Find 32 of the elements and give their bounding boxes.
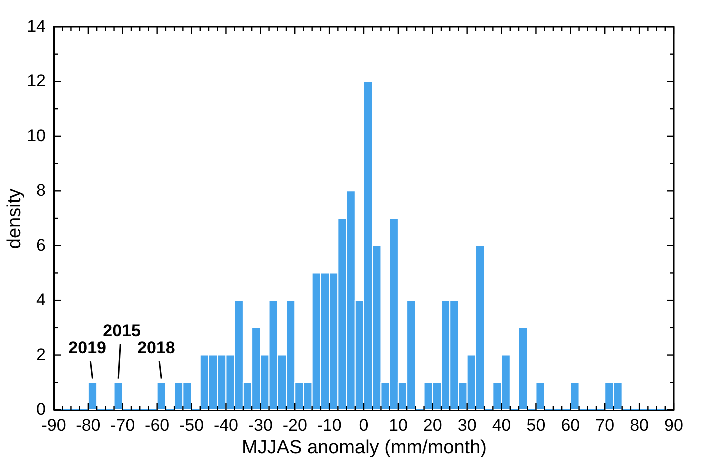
y-tick-label: 8 bbox=[36, 181, 46, 200]
y-tick-label: 12 bbox=[27, 72, 46, 91]
x-tick-label: -80 bbox=[76, 416, 101, 435]
x-tick-label: -50 bbox=[179, 416, 204, 435]
x-tick-label: -20 bbox=[282, 416, 308, 435]
x-tick-label: 10 bbox=[388, 416, 408, 435]
x-tick-label: 90 bbox=[664, 416, 684, 435]
y-tick-label: 0 bbox=[36, 400, 46, 419]
y-tick-label: 2 bbox=[36, 345, 46, 364]
x-tick-label: -30 bbox=[248, 416, 273, 435]
x-axis-title: MJJAS anomaly (mm/month) bbox=[242, 438, 487, 458]
x-tick-label: 50 bbox=[526, 416, 546, 435]
x-tick-label: 60 bbox=[561, 416, 580, 435]
x-tick-label: -40 bbox=[214, 416, 239, 435]
x-tick-label: -10 bbox=[317, 416, 342, 435]
y-tick-label: 10 bbox=[27, 126, 46, 146]
y-tick-label: 4 bbox=[36, 290, 46, 310]
x-tick-label: -60 bbox=[145, 416, 170, 435]
x-tick-label: 80 bbox=[630, 416, 650, 435]
x-tick-label: 70 bbox=[596, 416, 615, 435]
x-tick-label: 0 bbox=[359, 416, 369, 435]
y-tick-label: 6 bbox=[36, 236, 46, 255]
annotation: 2015 bbox=[103, 322, 141, 341]
y-axis-title: density bbox=[4, 188, 26, 250]
annotation: 2018 bbox=[138, 338, 176, 358]
x-tick-label: 30 bbox=[458, 416, 477, 435]
annotation: 2019 bbox=[68, 338, 106, 358]
x-tick-label: -70 bbox=[110, 416, 136, 435]
x-tick-label: 40 bbox=[492, 416, 512, 435]
y-tick-label: 14 bbox=[27, 17, 46, 36]
x-tick-label: -90 bbox=[42, 416, 66, 435]
x-tick-label: 20 bbox=[423, 416, 442, 435]
